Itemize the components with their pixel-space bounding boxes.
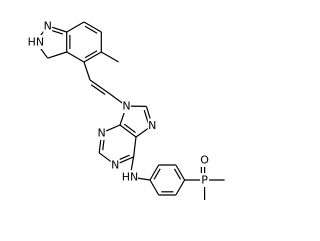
atom-label: N <box>148 119 156 132</box>
bond <box>89 79 111 95</box>
double-bond <box>173 168 182 180</box>
atom-label: HN <box>28 36 45 49</box>
bond <box>66 21 85 33</box>
label-background <box>122 99 131 114</box>
double-bond <box>84 25 98 34</box>
label-background <box>200 173 210 187</box>
bond <box>119 124 137 138</box>
atom-label: N <box>122 100 130 113</box>
label-background <box>122 170 138 184</box>
label-background <box>110 157 120 172</box>
label-background <box>97 125 107 140</box>
atom-label: P <box>201 174 208 187</box>
atom-label: N <box>97 126 105 139</box>
bond <box>149 164 160 181</box>
bond <box>175 179 186 196</box>
label-background <box>43 18 53 33</box>
bond <box>83 61 91 81</box>
atom-label: HN <box>122 171 139 184</box>
bond <box>83 51 102 63</box>
label-background <box>200 153 210 167</box>
bond <box>175 164 186 181</box>
double-bond <box>123 123 136 134</box>
atom-label: O <box>200 154 209 167</box>
bond <box>133 136 137 157</box>
atom-label: N <box>44 19 52 32</box>
bond <box>100 51 119 63</box>
double-bond <box>90 84 106 96</box>
atom-label: N <box>111 158 119 171</box>
bond <box>149 179 160 196</box>
label-background <box>147 118 157 133</box>
label-background <box>27 35 44 49</box>
double-bond <box>153 168 161 180</box>
bond <box>66 51 85 63</box>
bond <box>83 21 102 33</box>
bond <box>47 51 67 59</box>
double-bond <box>84 50 98 59</box>
double-bond <box>143 110 149 124</box>
